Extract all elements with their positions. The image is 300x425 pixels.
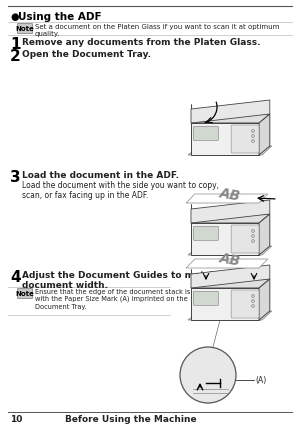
FancyBboxPatch shape bbox=[231, 225, 259, 253]
FancyBboxPatch shape bbox=[17, 23, 32, 34]
Polygon shape bbox=[191, 100, 270, 123]
Text: Set a document on the Platen Glass if you want to scan it at optimum quality.: Set a document on the Platen Glass if yo… bbox=[35, 24, 279, 37]
Polygon shape bbox=[191, 223, 259, 255]
Text: AB: AB bbox=[218, 251, 242, 269]
Text: 4: 4 bbox=[10, 270, 21, 285]
Text: Remove any documents from the Platen Glass.: Remove any documents from the Platen Gla… bbox=[22, 38, 260, 47]
FancyBboxPatch shape bbox=[194, 292, 218, 305]
Text: ●: ● bbox=[10, 12, 19, 22]
Text: 2: 2 bbox=[10, 49, 21, 64]
Circle shape bbox=[251, 235, 254, 238]
Polygon shape bbox=[191, 200, 270, 223]
Polygon shape bbox=[259, 114, 270, 155]
Polygon shape bbox=[191, 265, 270, 288]
FancyBboxPatch shape bbox=[231, 125, 259, 153]
FancyBboxPatch shape bbox=[231, 290, 259, 318]
Circle shape bbox=[251, 130, 254, 133]
Polygon shape bbox=[259, 214, 270, 255]
Polygon shape bbox=[191, 214, 270, 223]
Text: 10: 10 bbox=[10, 415, 22, 424]
Circle shape bbox=[251, 134, 254, 138]
Polygon shape bbox=[191, 114, 270, 123]
Text: Note: Note bbox=[16, 26, 34, 31]
Circle shape bbox=[251, 139, 254, 142]
Text: Load the document with the side you want to copy,
scan, or fax facing up in the : Load the document with the side you want… bbox=[22, 181, 219, 201]
Polygon shape bbox=[186, 259, 268, 268]
Text: Load the document in the ADF.: Load the document in the ADF. bbox=[22, 171, 179, 180]
Polygon shape bbox=[186, 194, 268, 203]
Circle shape bbox=[251, 300, 254, 303]
Circle shape bbox=[251, 295, 254, 298]
Text: 3: 3 bbox=[10, 170, 21, 185]
Polygon shape bbox=[188, 246, 272, 255]
Circle shape bbox=[251, 230, 254, 232]
Circle shape bbox=[251, 304, 254, 308]
Polygon shape bbox=[191, 123, 259, 155]
Polygon shape bbox=[188, 146, 272, 155]
Text: Open the Document Tray.: Open the Document Tray. bbox=[22, 50, 151, 59]
Text: Before Using the Machine: Before Using the Machine bbox=[65, 415, 196, 424]
Text: Ensure that the edge of the document stack is in line
with the Paper Size Mark (: Ensure that the edge of the document sta… bbox=[35, 289, 213, 309]
Polygon shape bbox=[191, 279, 270, 288]
Text: 1: 1 bbox=[10, 37, 20, 52]
Text: (A): (A) bbox=[255, 376, 266, 385]
Circle shape bbox=[251, 240, 254, 243]
FancyBboxPatch shape bbox=[194, 127, 218, 140]
Text: Adjust the Document Guides to match the
document width.: Adjust the Document Guides to match the … bbox=[22, 271, 236, 290]
FancyBboxPatch shape bbox=[194, 227, 218, 240]
Polygon shape bbox=[259, 279, 270, 320]
Text: Using the ADF: Using the ADF bbox=[18, 12, 102, 22]
Circle shape bbox=[180, 347, 236, 403]
FancyBboxPatch shape bbox=[17, 289, 32, 298]
Text: Note: Note bbox=[16, 291, 34, 297]
Text: AB: AB bbox=[218, 186, 242, 204]
Polygon shape bbox=[191, 288, 259, 320]
Polygon shape bbox=[188, 311, 272, 320]
